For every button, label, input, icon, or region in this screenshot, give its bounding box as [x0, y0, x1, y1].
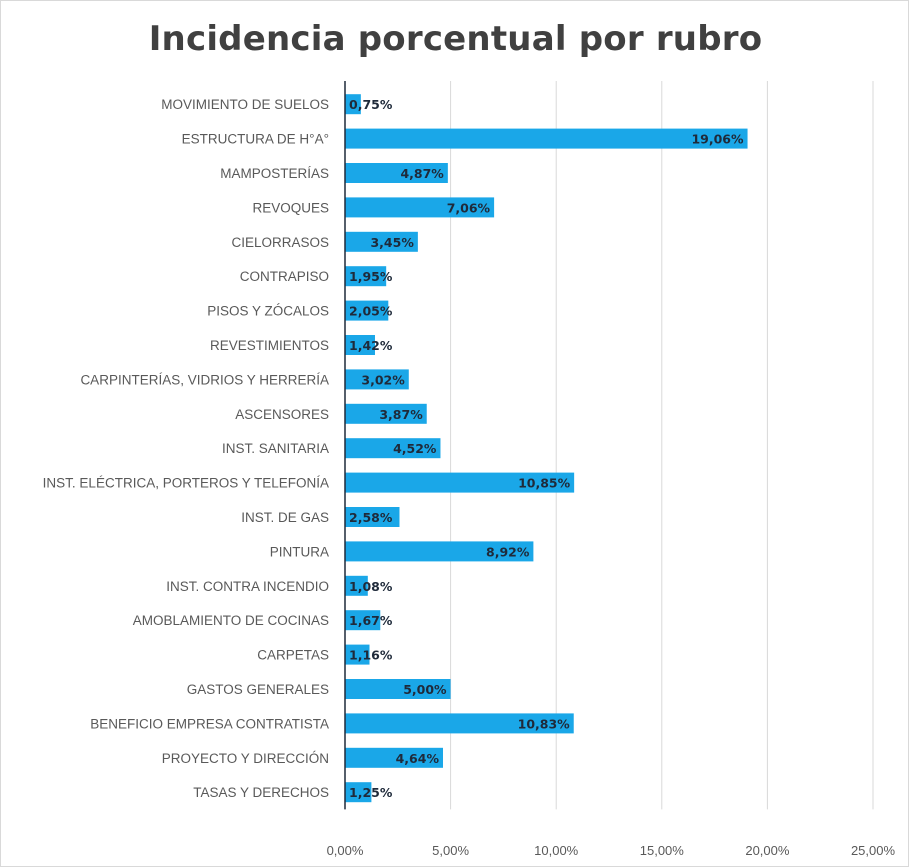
category-label: INST. CONTRA INCENDIO — [166, 579, 329, 594]
data-label: 2,05% — [349, 304, 393, 319]
category-label: INST. ELÉCTRICA, PORTEROS Y TELEFONÍA — [43, 476, 329, 491]
data-label: 1,67% — [349, 613, 393, 628]
bar — [345, 94, 361, 115]
bar — [345, 438, 441, 459]
category-label: CIELORRASOS — [231, 235, 329, 250]
data-label: 4,87% — [400, 166, 444, 181]
bar — [345, 369, 409, 390]
data-labels: 0,75% 19,06% 4,87% 7,06% 3,45% 1,95% 2,05% 1,42… — [349, 97, 744, 800]
x-tick-label: 10,00% — [534, 843, 579, 858]
bar — [345, 541, 534, 562]
data-label: 2,58% — [349, 510, 393, 525]
data-label: 10,83% — [518, 716, 571, 731]
bar — [345, 747, 443, 768]
x-tick-label: 0,00% — [327, 843, 364, 858]
data-label: 1,25% — [349, 785, 393, 800]
category-label: PINTURA — [270, 544, 329, 559]
chart-title: Incidencia porcentual por rubro — [148, 19, 763, 59]
data-label: 1,95% — [349, 269, 393, 284]
data-label: 10,85% — [518, 476, 571, 491]
category-label: CARPETAS — [257, 648, 329, 663]
bar — [345, 163, 448, 183]
bar — [345, 644, 370, 665]
category-label: MOVIMIENTO DE SUELOS — [161, 97, 329, 112]
x-tick-label: 20,00% — [745, 843, 790, 858]
x-tick-labels: 0,00% 5,00% 10,00% 15,00% 20,00% 25,00% — [327, 843, 896, 858]
data-label: 7,06% — [447, 200, 491, 215]
category-label: ESTRUCTURA DE H°A° — [182, 132, 329, 147]
category-label: BENEFICIO EMPRESA CONTRATISTA — [90, 716, 329, 731]
bar — [345, 782, 372, 803]
x-tick-label: 25,00% — [851, 843, 896, 858]
bar — [345, 713, 574, 734]
bar — [345, 575, 368, 596]
data-label: 0,75% — [349, 97, 393, 112]
bar — [345, 300, 389, 321]
bar — [345, 128, 748, 149]
data-label: 5,00% — [403, 682, 447, 697]
data-label: 1,16% — [349, 648, 393, 663]
grid-lines — [450, 81, 874, 810]
bar — [345, 403, 427, 424]
x-tick-label: 15,00% — [640, 843, 685, 858]
data-label: 4,64% — [396, 751, 440, 766]
bar — [345, 610, 381, 631]
category-label: AMOBLAMIENTO DE COCINAS — [133, 613, 329, 628]
category-label: PISOS Y ZÓCALOS — [207, 304, 329, 319]
data-label: 1,42% — [349, 338, 393, 353]
data-label: 19,06% — [691, 132, 744, 147]
category-labels: MOVIMIENTO DE SUELOS ESTRUCTURA DE H°A° MA… — [43, 97, 329, 800]
data-label: 4,52% — [393, 441, 437, 456]
data-label: 3,02% — [361, 372, 405, 387]
category-label: GASTOS GENERALES — [187, 682, 329, 697]
category-label: REVOQUES — [252, 200, 329, 215]
bar — [345, 335, 375, 355]
bar — [345, 507, 400, 527]
data-label: 3,87% — [379, 407, 423, 422]
category-label: TASAS Y DERECHOS — [193, 785, 329, 800]
bar — [345, 266, 387, 287]
category-label: INST. SANITARIA — [222, 441, 329, 456]
bar-series — [345, 94, 748, 803]
bar — [345, 679, 451, 699]
category-label: INST. DE GAS — [241, 510, 329, 525]
bar — [345, 197, 495, 218]
category-label: CONTRAPISO — [240, 269, 329, 284]
data-label: 3,45% — [370, 235, 414, 250]
bar — [345, 472, 575, 493]
data-label: 8,92% — [486, 544, 530, 559]
data-label: 1,08% — [349, 579, 393, 594]
category-label: PROYECTO Y DIRECCIÓN — [162, 751, 329, 766]
category-label: MAMPOSTERÍAS — [220, 166, 329, 181]
category-label: CARPINTERÍAS, VIDRIOS Y HERRERÍA — [80, 372, 329, 387]
bar — [345, 231, 418, 252]
category-label: ASCENSORES — [235, 407, 329, 422]
category-label: REVESTIMIENTOS — [210, 338, 329, 353]
x-tick-label: 5,00% — [432, 843, 469, 858]
